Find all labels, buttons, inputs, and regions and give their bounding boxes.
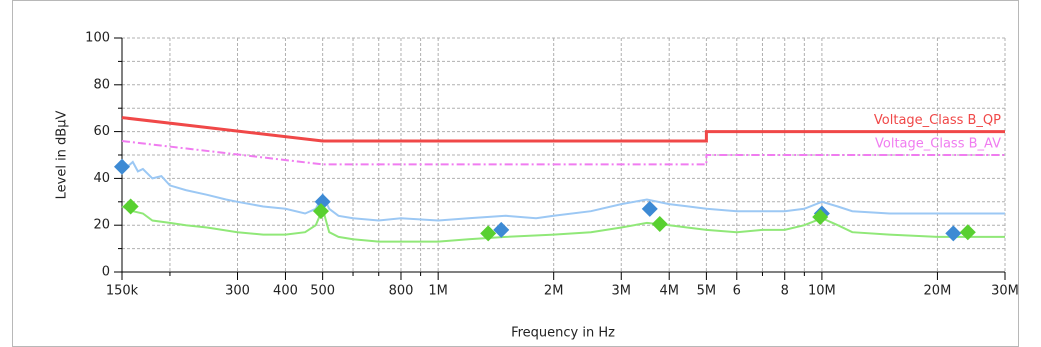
x-axis-label: Frequency in Hz bbox=[511, 326, 615, 341]
x-tick-label: 3M bbox=[612, 284, 632, 299]
marker bbox=[480, 225, 497, 242]
x-tick-label: 8 bbox=[781, 284, 789, 299]
x-tick-label: 400 bbox=[273, 284, 298, 299]
marker bbox=[812, 209, 829, 226]
x-tick-label: 20M bbox=[924, 284, 952, 299]
chart-frame bbox=[12, 0, 1019, 347]
limit-label: Voltage_Class B_AV bbox=[875, 137, 1001, 152]
x-tick-label: 500 bbox=[310, 284, 335, 299]
x-tick-label: 150k bbox=[106, 284, 139, 299]
marker bbox=[493, 221, 510, 238]
marker bbox=[651, 216, 668, 233]
marker bbox=[122, 198, 139, 215]
y-tick-label: 40 bbox=[93, 171, 110, 186]
x-tick-label: 4M bbox=[659, 284, 679, 299]
marker bbox=[959, 224, 976, 241]
x-tick-label: 2M bbox=[544, 284, 564, 299]
y-tick-label: 80 bbox=[93, 77, 110, 92]
x-tick-label: 300 bbox=[225, 284, 250, 299]
limit-label: Voltage_Class B_QP bbox=[874, 113, 1001, 128]
y-tick-label: 60 bbox=[93, 124, 110, 139]
x-tick-label: 10M bbox=[808, 284, 836, 299]
y-tick-label: 100 bbox=[85, 31, 110, 46]
x-tick-label: 6 bbox=[733, 284, 741, 299]
x-tick-label: 5M bbox=[697, 284, 717, 299]
x-tick-label: 800 bbox=[389, 284, 414, 299]
marker bbox=[114, 158, 130, 175]
limit-line bbox=[121, 140, 1005, 166]
limit-line bbox=[121, 116, 1005, 143]
x-tick-label: 30M bbox=[991, 284, 1019, 299]
y-tick-label: 0 bbox=[102, 265, 110, 280]
marker bbox=[312, 203, 329, 220]
x-tick-label: 1M bbox=[428, 284, 448, 299]
trace bbox=[121, 159, 1005, 222]
y-axis-label: Level in dBµV bbox=[55, 111, 70, 200]
marker bbox=[945, 225, 962, 242]
marker bbox=[641, 200, 658, 217]
y-tick-label: 20 bbox=[93, 218, 110, 233]
